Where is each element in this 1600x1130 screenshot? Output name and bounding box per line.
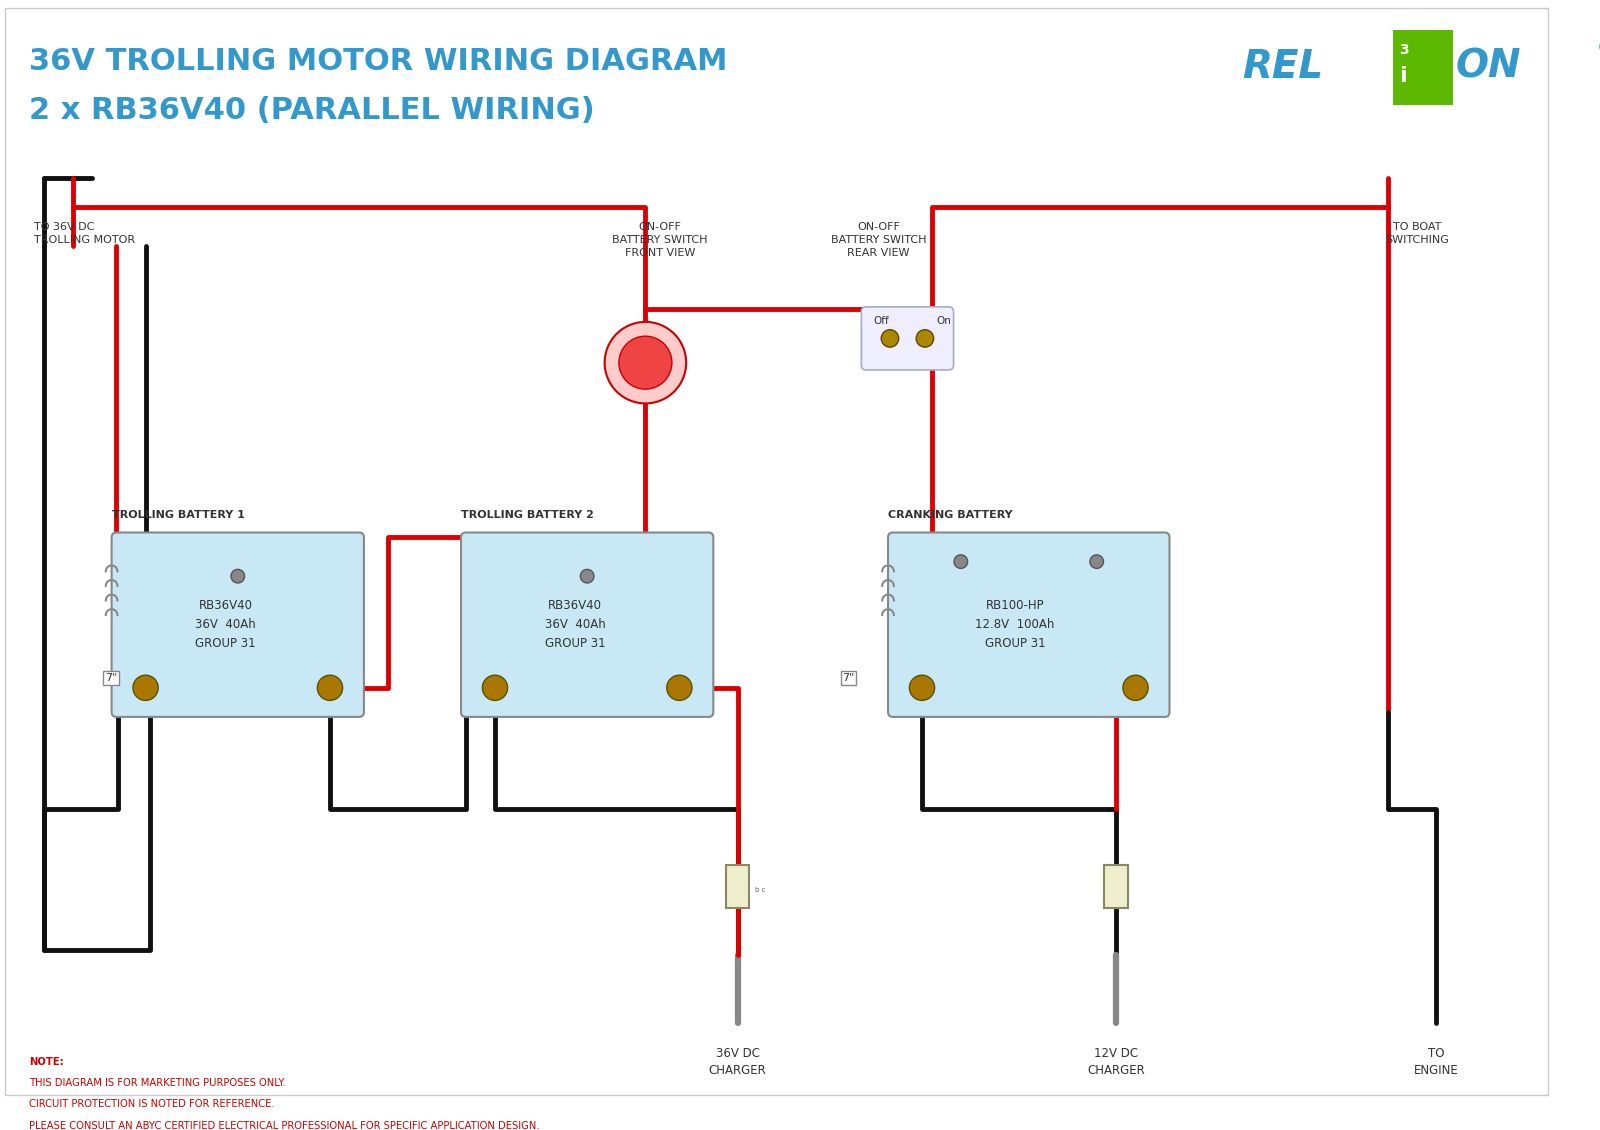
Bar — [726, 866, 749, 909]
Circle shape — [917, 330, 934, 347]
Text: ON-OFF
BATTERY SWITCH
FRONT VIEW: ON-OFF BATTERY SWITCH FRONT VIEW — [613, 221, 707, 259]
Circle shape — [954, 555, 968, 568]
Text: b c: b c — [755, 887, 765, 893]
Circle shape — [882, 330, 899, 347]
FancyBboxPatch shape — [461, 532, 714, 716]
Circle shape — [133, 675, 158, 701]
Text: TO BOAT
SWITCHING: TO BOAT SWITCHING — [1386, 221, 1450, 245]
Text: 7": 7" — [843, 673, 854, 683]
Text: ON: ON — [1456, 47, 1522, 86]
Circle shape — [605, 322, 686, 403]
Text: ON-OFF
BATTERY SWITCH
REAR VIEW: ON-OFF BATTERY SWITCH REAR VIEW — [830, 221, 926, 259]
Text: PLEASE CONSULT AN ABYC CERTIFIED ELECTRICAL PROFESSIONAL FOR SPECIFIC APPLICATIO: PLEASE CONSULT AN ABYC CERTIFIED ELECTRI… — [29, 1121, 539, 1130]
Text: RB100-HP
12.8V  100Ah
GROUP 31: RB100-HP 12.8V 100Ah GROUP 31 — [976, 599, 1054, 650]
Text: NOTE:: NOTE: — [29, 1057, 64, 1067]
Circle shape — [1090, 555, 1104, 568]
Text: TROLLING BATTERY 2: TROLLING BATTERY 2 — [461, 510, 594, 520]
Text: On: On — [936, 315, 952, 325]
Text: 7": 7" — [106, 673, 117, 683]
Circle shape — [667, 675, 691, 701]
Text: ®: ® — [1597, 38, 1600, 56]
Circle shape — [619, 336, 672, 389]
Bar — [1392, 29, 1453, 105]
Text: TROLLING BATTERY 1: TROLLING BATTERY 1 — [112, 510, 245, 520]
Text: 3: 3 — [1400, 43, 1410, 58]
Bar — [1104, 866, 1128, 909]
FancyBboxPatch shape — [888, 532, 1170, 716]
Text: 12V DC
CHARGER: 12V DC CHARGER — [1088, 1046, 1146, 1077]
FancyBboxPatch shape — [861, 307, 954, 370]
Circle shape — [581, 570, 594, 583]
Circle shape — [482, 675, 507, 701]
Text: REL: REL — [1242, 47, 1323, 86]
Text: TO 36V DC
TROLLING MOTOR: TO 36V DC TROLLING MOTOR — [34, 221, 134, 245]
Text: 36V DC
CHARGER: 36V DC CHARGER — [709, 1046, 766, 1077]
Circle shape — [909, 675, 934, 701]
Circle shape — [1123, 675, 1149, 701]
FancyBboxPatch shape — [112, 532, 363, 716]
Text: RB36V40
36V  40Ah
GROUP 31: RB36V40 36V 40Ah GROUP 31 — [195, 599, 256, 650]
Text: RB36V40
36V  40Ah
GROUP 31: RB36V40 36V 40Ah GROUP 31 — [544, 599, 605, 650]
Text: 36V TROLLING MOTOR WIRING DIAGRAM: 36V TROLLING MOTOR WIRING DIAGRAM — [29, 47, 728, 76]
Text: 2 x RB36V40 (PARALLEL WIRING): 2 x RB36V40 (PARALLEL WIRING) — [29, 96, 595, 124]
Circle shape — [317, 675, 342, 701]
Circle shape — [230, 570, 245, 583]
Text: Off: Off — [874, 315, 890, 325]
Text: CRANKING BATTERY: CRANKING BATTERY — [888, 510, 1013, 520]
Text: i: i — [1400, 67, 1406, 86]
Text: THIS DIAGRAM IS FOR MARKETING PURPOSES ONLY.: THIS DIAGRAM IS FOR MARKETING PURPOSES O… — [29, 1078, 286, 1088]
Text: CIRCUIT PROTECTION IS NOTED FOR REFERENCE.: CIRCUIT PROTECTION IS NOTED FOR REFERENC… — [29, 1099, 275, 1110]
Text: TO
ENGINE: TO ENGINE — [1414, 1046, 1459, 1077]
